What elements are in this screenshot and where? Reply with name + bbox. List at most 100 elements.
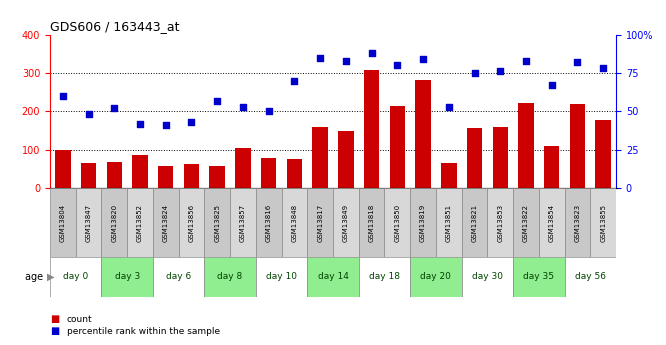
Point	[238, 104, 248, 109]
Text: GSM13825: GSM13825	[214, 204, 220, 241]
Bar	[235, 148, 250, 188]
Bar	[488, 188, 513, 257]
Text: GSM13823: GSM13823	[575, 204, 581, 241]
Point	[546, 82, 557, 88]
Bar	[50, 188, 76, 257]
Text: day 20: day 20	[420, 272, 452, 282]
Point	[392, 62, 403, 68]
Text: day 30: day 30	[472, 272, 503, 282]
Bar	[256, 257, 307, 297]
Text: day 14: day 14	[318, 272, 348, 282]
Point	[57, 93, 68, 99]
Bar	[204, 188, 230, 257]
Bar	[127, 188, 153, 257]
Text: GSM13856: GSM13856	[188, 204, 194, 241]
Bar	[544, 146, 559, 188]
Bar	[153, 257, 204, 297]
Bar	[493, 127, 508, 188]
Bar	[513, 188, 539, 257]
Bar	[359, 257, 410, 297]
Text: day 10: day 10	[266, 272, 297, 282]
Point	[289, 78, 300, 83]
Text: day 56: day 56	[575, 272, 606, 282]
Point	[83, 111, 94, 117]
Bar	[338, 131, 354, 188]
Text: ■: ■	[50, 314, 59, 324]
Point	[572, 59, 583, 65]
Text: day 3: day 3	[115, 272, 140, 282]
Bar	[81, 163, 97, 188]
Text: GSM13853: GSM13853	[498, 204, 503, 241]
Bar	[513, 257, 565, 297]
Bar	[101, 257, 153, 297]
Text: GSM13819: GSM13819	[420, 204, 426, 241]
Bar	[261, 158, 276, 188]
Bar	[436, 188, 462, 257]
Bar	[595, 120, 611, 188]
Text: GSM13854: GSM13854	[549, 204, 555, 241]
Text: ▶: ▶	[47, 272, 54, 282]
Bar	[55, 150, 71, 188]
Bar	[133, 155, 148, 188]
Text: percentile rank within the sample: percentile rank within the sample	[67, 327, 220, 336]
Text: ■: ■	[50, 326, 59, 336]
Text: day 35: day 35	[523, 272, 554, 282]
Text: day 6: day 6	[166, 272, 191, 282]
Point	[495, 69, 505, 74]
Bar	[410, 257, 462, 297]
Bar	[153, 188, 178, 257]
Point	[366, 50, 377, 56]
Point	[598, 66, 609, 71]
Bar	[178, 188, 204, 257]
Text: GSM13816: GSM13816	[266, 204, 272, 241]
Point	[212, 98, 222, 103]
Text: GDS606 / 163443_at: GDS606 / 163443_at	[50, 20, 179, 33]
Bar	[462, 188, 488, 257]
Bar	[204, 257, 256, 297]
Bar	[210, 166, 225, 188]
Bar	[359, 188, 384, 257]
Bar	[101, 188, 127, 257]
Bar	[364, 70, 380, 188]
Bar	[565, 188, 590, 257]
Bar	[416, 80, 431, 188]
Text: count: count	[67, 315, 92, 324]
Point	[263, 109, 274, 114]
Text: age: age	[25, 272, 47, 282]
Bar	[286, 159, 302, 188]
Text: GSM13848: GSM13848	[292, 204, 298, 241]
Bar	[462, 257, 513, 297]
Point	[521, 58, 531, 63]
Text: GSM13817: GSM13817	[317, 204, 323, 241]
Bar	[590, 188, 616, 257]
Bar	[569, 104, 585, 188]
Point	[135, 121, 145, 126]
Bar	[230, 188, 256, 257]
Bar	[312, 127, 328, 188]
Text: GSM13851: GSM13851	[446, 204, 452, 241]
Text: GSM13824: GSM13824	[163, 204, 168, 241]
Bar	[390, 106, 405, 188]
Bar	[307, 257, 359, 297]
Point	[315, 55, 326, 60]
Bar	[50, 257, 101, 297]
Text: GSM13820: GSM13820	[111, 204, 117, 241]
Text: GSM13852: GSM13852	[137, 204, 143, 241]
Bar	[158, 166, 173, 188]
Text: GSM13804: GSM13804	[60, 204, 66, 241]
Point	[109, 106, 120, 111]
Bar	[565, 257, 616, 297]
Text: GSM13818: GSM13818	[368, 204, 374, 241]
Text: GSM13855: GSM13855	[600, 204, 606, 241]
Bar	[467, 128, 482, 188]
Point	[444, 104, 454, 109]
Text: GSM13849: GSM13849	[343, 204, 349, 241]
Bar	[333, 188, 359, 257]
Bar	[107, 162, 122, 188]
Bar	[539, 188, 565, 257]
Point	[469, 70, 480, 76]
Bar	[410, 188, 436, 257]
Text: GSM13821: GSM13821	[472, 204, 478, 241]
Point	[340, 58, 351, 63]
Bar	[184, 164, 199, 188]
